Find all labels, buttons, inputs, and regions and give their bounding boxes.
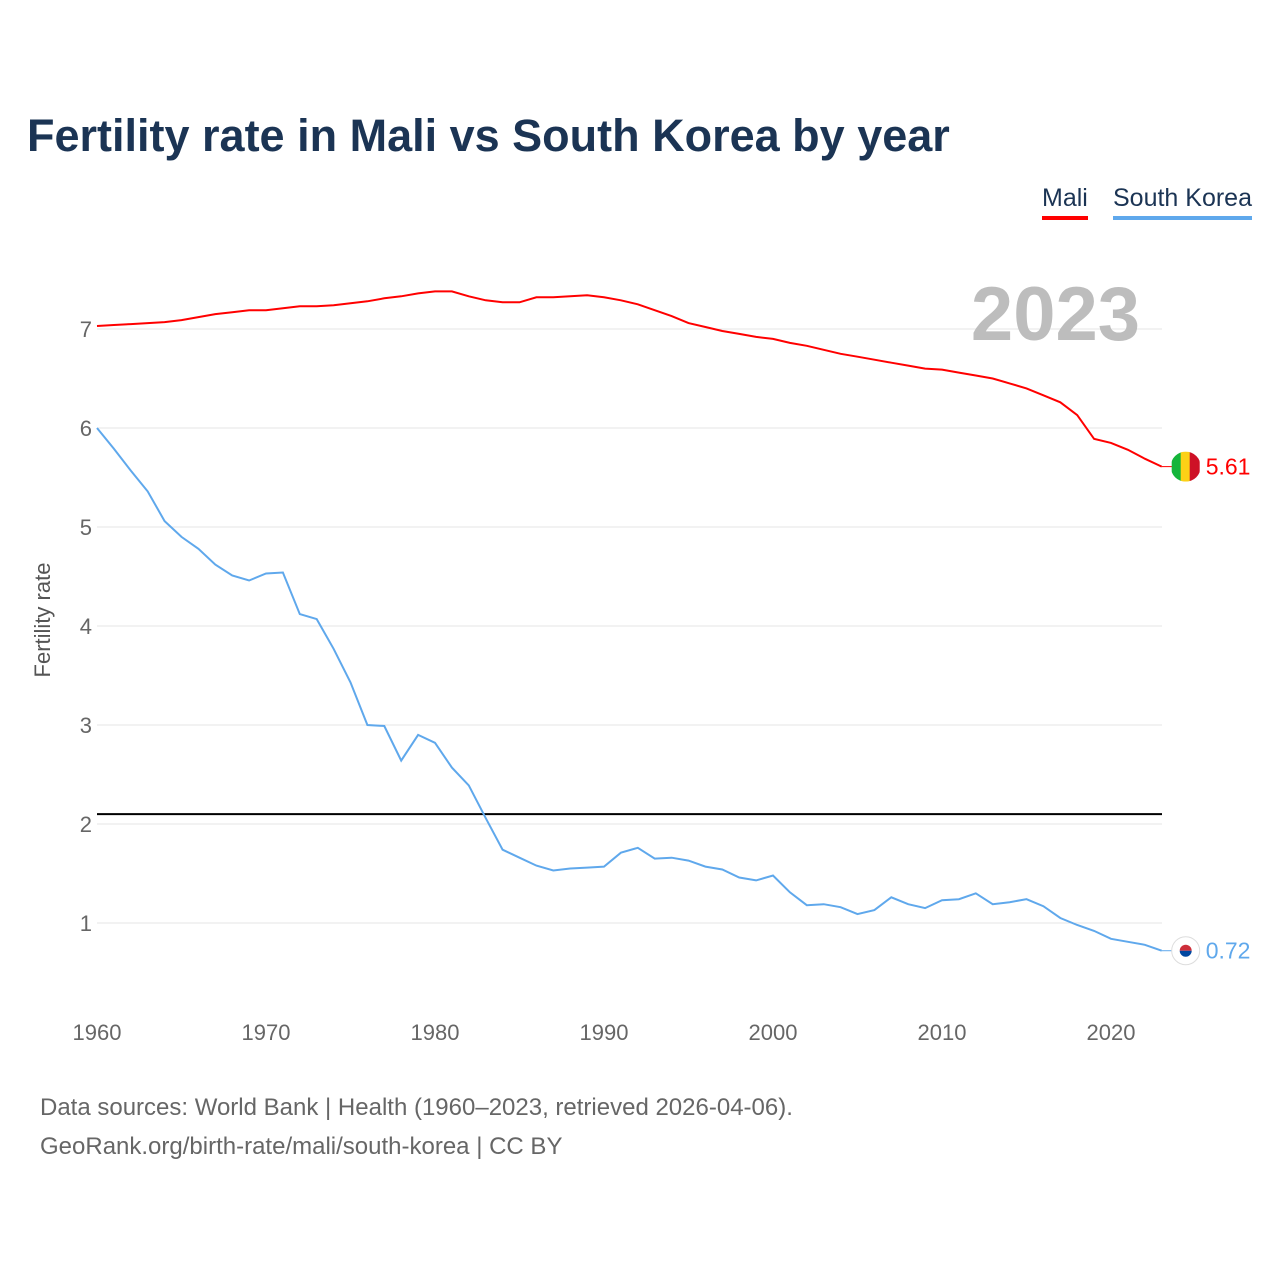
x-tick-label: 2000 <box>749 1020 798 1045</box>
legend-south-korea[interactable]: South Korea <box>1113 184 1252 220</box>
south-korea-flag-icon <box>1179 944 1192 951</box>
south-korea-flag-icon <box>1179 950 1192 957</box>
x-tick-label: 1960 <box>73 1020 122 1045</box>
x-tick-label: 2010 <box>918 1020 967 1045</box>
legend-mali[interactable]: Mali <box>1042 184 1088 220</box>
x-tick-label: 1970 <box>242 1020 291 1045</box>
y-tick-label: 1 <box>80 911 92 936</box>
y-tick-label: 5 <box>80 515 92 540</box>
y-axis-label: Fertility rate <box>30 563 55 678</box>
x-tick-label: 1990 <box>580 1020 629 1045</box>
x-tick-label: 1980 <box>411 1020 460 1045</box>
y-tick-label: 3 <box>80 713 92 738</box>
footer-source: Data sources: World Bank | Health (1960–… <box>40 1094 793 1121</box>
footer-attribution[interactable]: GeoRank.org/birth-rate/mali/south-korea … <box>40 1133 563 1160</box>
end-value-label: 0.72 <box>1206 938 1251 964</box>
y-tick-label: 4 <box>80 614 92 639</box>
x-tick-label: 2020 <box>1087 1020 1136 1045</box>
y-tick-label: 2 <box>80 812 92 837</box>
mali-flag-icon <box>1171 451 1182 482</box>
series-line-south-korea <box>96 427 1163 952</box>
y-tick-label: 6 <box>80 416 92 441</box>
mali-flag-icon <box>1189 451 1200 482</box>
chart-title: Fertility rate in Mali vs South Korea by… <box>27 110 950 161</box>
series-line-mali <box>96 290 1163 468</box>
y-tick-label: 7 <box>80 317 92 342</box>
year-label: 2023 <box>971 272 1140 357</box>
footer: Data sources: World Bank | Health (1960–… <box>40 1088 793 1166</box>
end-value-label: 5.61 <box>1206 454 1251 480</box>
mali-flag-icon <box>1180 451 1191 482</box>
